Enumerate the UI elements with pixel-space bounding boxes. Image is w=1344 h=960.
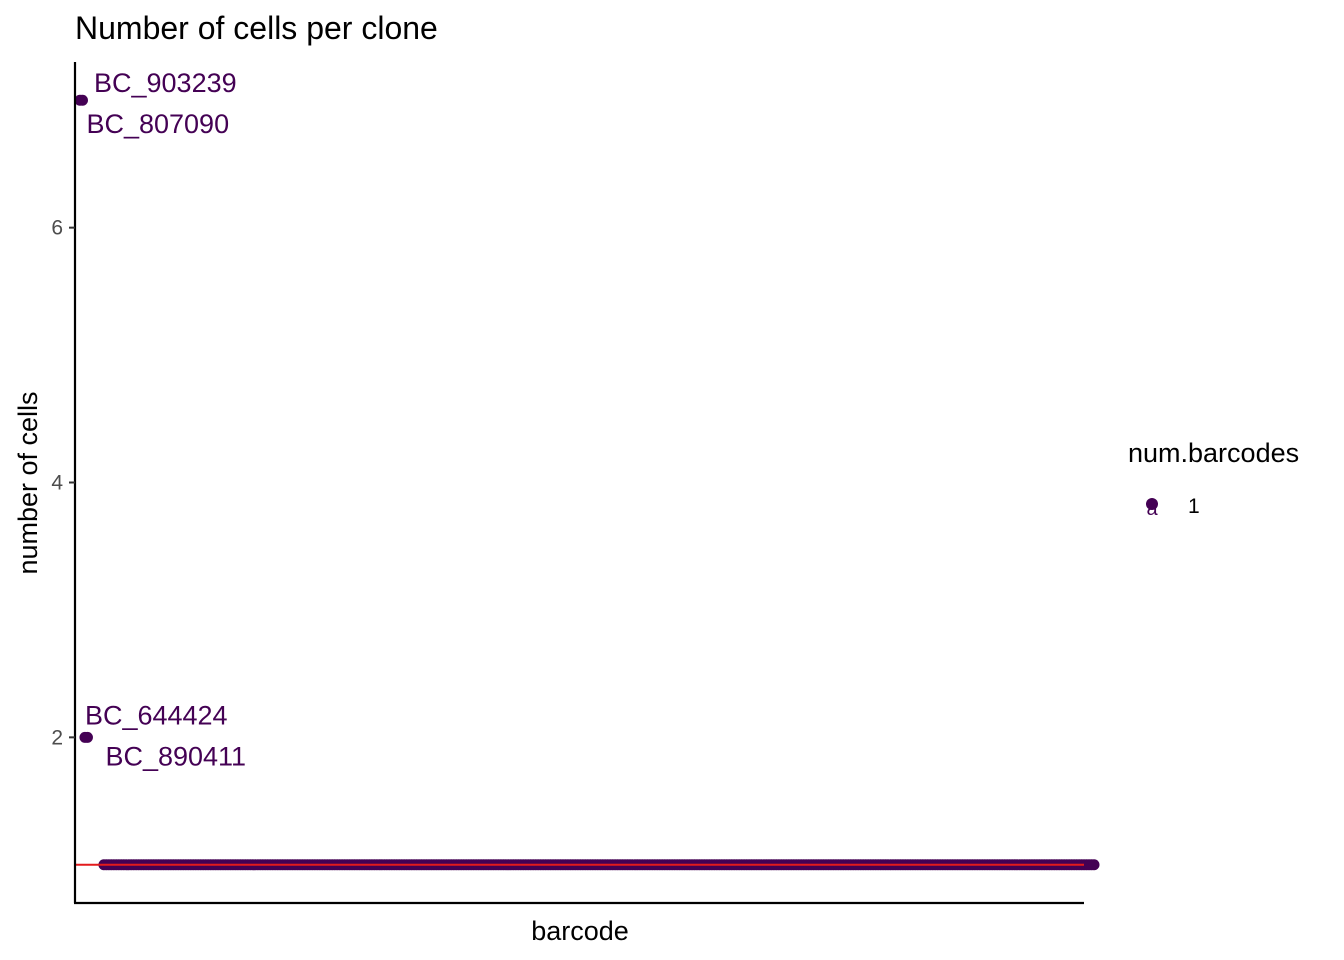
- data-point: [81, 731, 93, 743]
- x-axis-title: barcode: [531, 916, 629, 946]
- y-tick-label: 2: [51, 726, 63, 749]
- plot-area: BC_903239 BC_807090 BC_644424 BC_890411: [74, 68, 1100, 871]
- point-label: BC_644424: [85, 700, 228, 730]
- point-label: BC_903239: [94, 68, 237, 98]
- y-axis-title: number of cells: [13, 391, 43, 574]
- point-label: BC_807090: [86, 109, 229, 139]
- y-tick-label: 6: [51, 217, 63, 240]
- legend-key-point: [1146, 498, 1158, 510]
- point-label: BC_890411: [105, 741, 246, 771]
- y-tick-label: 4: [51, 472, 63, 495]
- chart-title: Number of cells per clone: [75, 10, 438, 46]
- legend-key-letter: a: [1146, 498, 1158, 520]
- singleton-point: [1088, 859, 1100, 871]
- legend-entry-label: 1: [1188, 495, 1200, 518]
- data-point: [76, 94, 88, 106]
- y-axis-ticks: 2 4 6: [51, 217, 75, 749]
- legend: num.barcodes a 1: [1128, 438, 1299, 520]
- legend-title: num.barcodes: [1128, 438, 1299, 468]
